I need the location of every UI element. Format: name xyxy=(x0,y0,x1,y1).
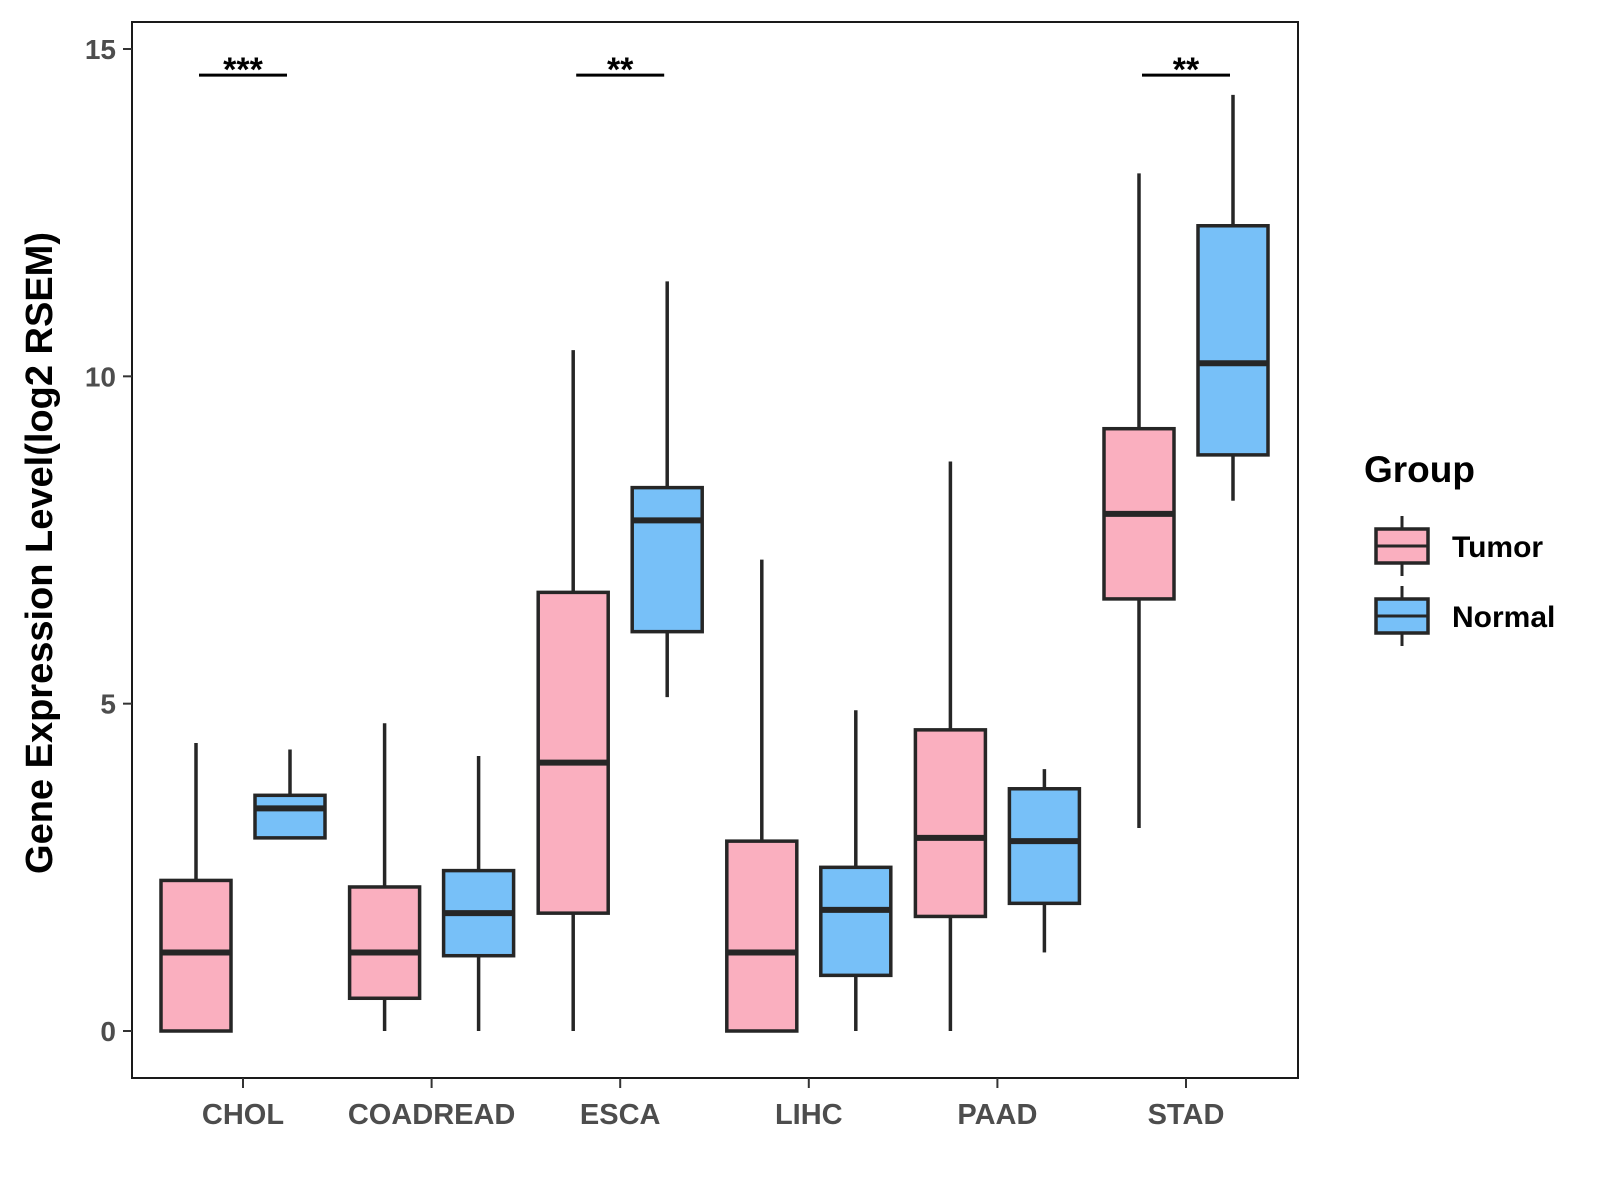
tumor-box-esca xyxy=(536,350,610,1031)
normal-box-coadread xyxy=(441,756,516,1031)
y-tick-label: 5 xyxy=(100,689,116,720)
box-body xyxy=(253,793,327,840)
x-tick-label: STAD xyxy=(1148,1099,1225,1131)
legend-title: Group xyxy=(1364,449,1475,490)
box-body xyxy=(725,839,799,1033)
tumor-box-paad xyxy=(913,461,988,1031)
x-tick-label: LIHC xyxy=(775,1099,843,1131)
tumor-box-coadread xyxy=(347,723,422,1031)
significance-layer: *** ** ** xyxy=(199,51,1230,89)
significance-label: ** xyxy=(607,51,634,89)
x-tick-label: COADREAD xyxy=(348,1099,516,1131)
box-body xyxy=(819,865,893,978)
tumor-box-stad xyxy=(1102,173,1176,829)
legend: Group Tumor Normal xyxy=(1364,449,1555,646)
box-body xyxy=(1196,224,1270,457)
box-body xyxy=(1007,787,1082,906)
y-tick-label: 10 xyxy=(85,361,116,392)
box-body xyxy=(159,878,233,1033)
legend-item-tumor: Tumor xyxy=(1374,516,1543,576)
legend-label: Normal xyxy=(1452,601,1555,634)
box-body xyxy=(630,485,704,634)
y-tick-label: 0 xyxy=(100,1016,116,1047)
normal-box-esca xyxy=(630,281,704,698)
normal-box-stad xyxy=(1196,94,1270,501)
x-tick-label: CHOL xyxy=(202,1099,284,1131)
legend-item-normal: Normal xyxy=(1374,586,1555,646)
box-body xyxy=(347,885,422,1001)
y-tick-label: 15 xyxy=(85,34,116,65)
significance-label: *** xyxy=(223,51,263,89)
significance-label: ** xyxy=(1173,51,1200,89)
normal-box-paad xyxy=(1007,769,1082,953)
box-layer xyxy=(159,94,1270,1033)
legend-label: Tumor xyxy=(1452,531,1543,564)
box-body xyxy=(536,590,610,915)
normal-box-lihc xyxy=(819,710,893,1031)
x-tick-label: PAAD xyxy=(957,1099,1037,1131)
axis-layer: 0 5 10 15 CHOL COADREAD ESCA LIHC PAAD STAD xyxy=(85,34,1225,1131)
tumor-box-lihc xyxy=(725,559,799,1033)
tumor-box-chol xyxy=(159,742,233,1033)
normal-box-chol xyxy=(253,749,327,840)
box-body xyxy=(913,728,988,919)
y-axis-title: Gene Expression Level(log2 RSEM) xyxy=(19,232,61,874)
x-tick-label: ESCA xyxy=(580,1099,661,1131)
